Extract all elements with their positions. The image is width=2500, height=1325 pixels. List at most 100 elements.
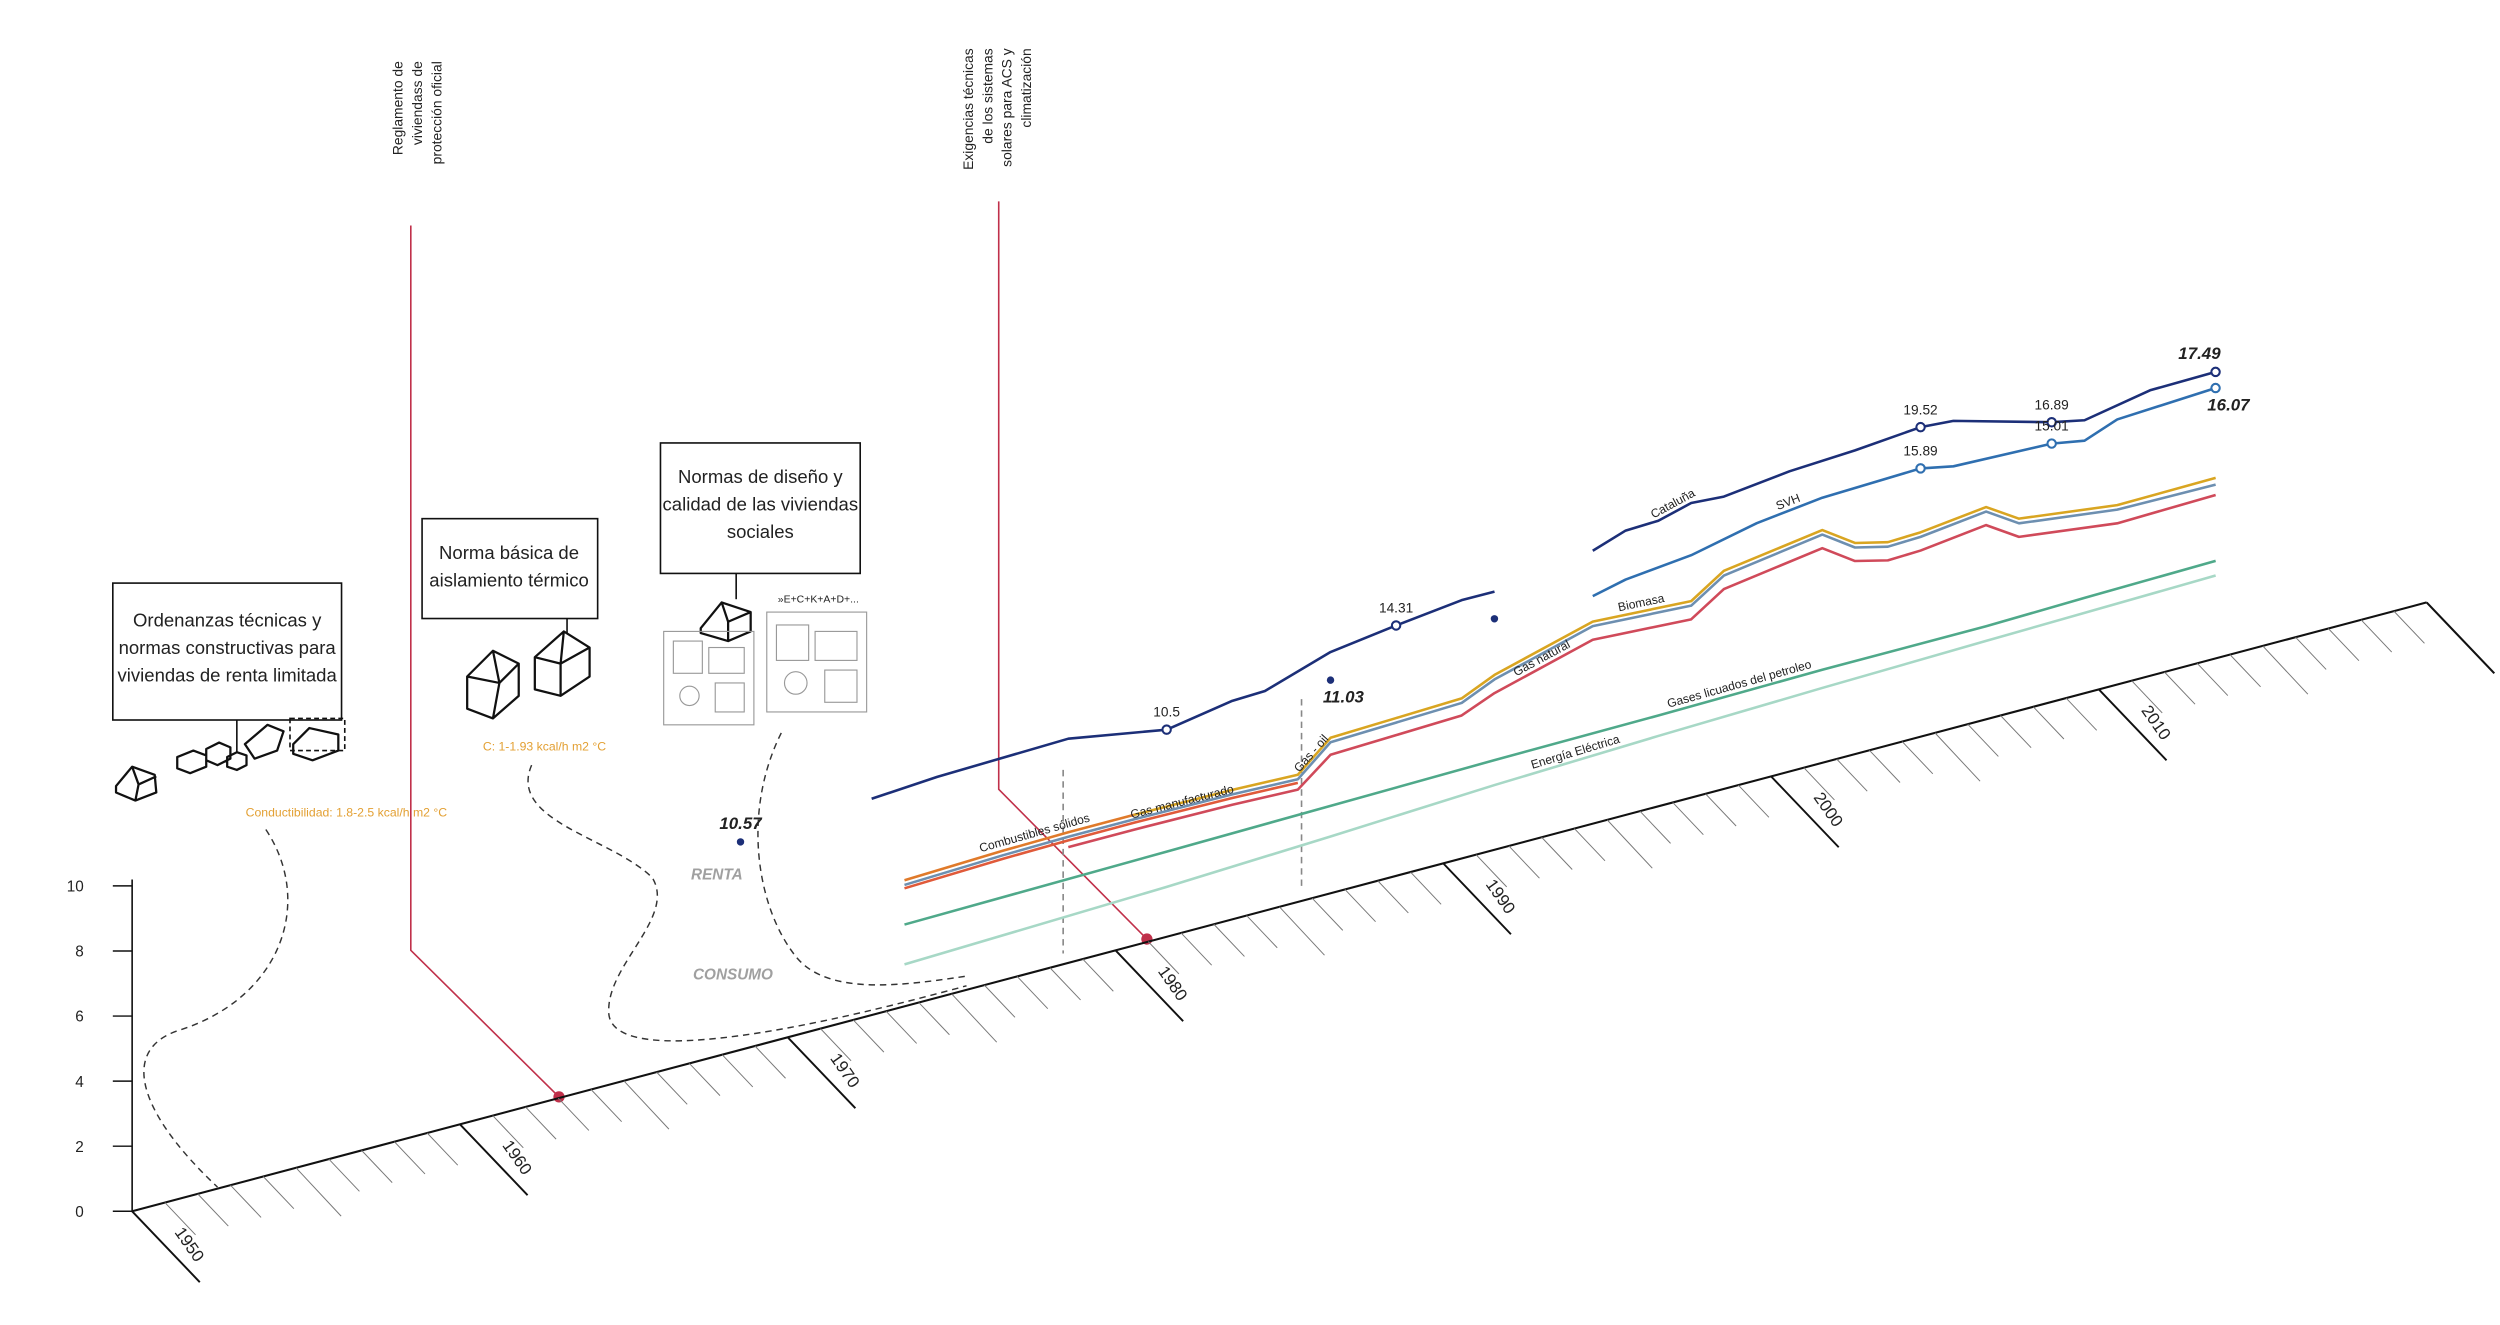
plane-label: CONSUMO <box>693 966 773 983</box>
minor-tick <box>820 1028 852 1062</box>
house-icon <box>699 601 752 643</box>
minor-tick <box>1016 976 1049 1009</box>
x-tick <box>1442 862 1512 935</box>
regulation-line-text: Reglamento de <box>390 61 406 155</box>
point <box>1326 676 1335 684</box>
minor-tick <box>1803 767 1835 801</box>
minor-tick <box>984 984 1016 1018</box>
note: Conductibilidad: 1.8-2.5 kcal/h m2 °C <box>246 806 448 820</box>
plane-label: RENTA <box>691 866 743 883</box>
minor-tick <box>164 1202 196 1236</box>
regulation-line <box>409 225 560 1098</box>
y-tick-label: 0 <box>75 1204 84 1221</box>
minor-tick <box>1574 828 1606 862</box>
minor-tick <box>1377 880 1409 914</box>
x-tick-label: 1970 <box>826 1050 863 1092</box>
minor-tick <box>2229 654 2261 688</box>
minor-tick <box>1475 854 1508 888</box>
point <box>1490 615 1499 623</box>
minor-tick <box>689 1063 721 1096</box>
point-marker <box>2046 438 2057 449</box>
minor-tick <box>951 993 998 1043</box>
box-text: Norma básica de <box>439 542 579 563</box>
minor-tick <box>1344 889 1376 923</box>
point-marker <box>1915 421 1926 433</box>
minor-tick <box>1967 723 1999 757</box>
point-marker <box>1161 724 1172 735</box>
point-marker <box>2210 382 2221 394</box>
house-icon <box>114 765 158 802</box>
formula: »E+C+K+A+D+... <box>778 594 859 605</box>
box-text: Ordenanzas técnicas y <box>133 610 322 631</box>
box-icon <box>176 741 248 775</box>
minor-tick <box>1508 845 1540 879</box>
minor-tick <box>295 1167 342 1217</box>
minor-tick <box>328 1158 360 1192</box>
x-tick-label: 2010 <box>2137 702 2174 744</box>
norm-box: Norma básica de aislamiento térmico <box>421 517 599 648</box>
icons <box>114 601 868 802</box>
minor-tick <box>1147 941 1180 975</box>
minor-tick <box>2196 662 2229 696</box>
series-label: Gas - oil <box>1291 732 1331 775</box>
floor-plan <box>663 611 868 726</box>
series-line <box>904 813 1135 882</box>
minor-tick <box>394 1141 426 1175</box>
minor-tick <box>852 1019 885 1053</box>
value-label: 10.57 <box>719 814 763 833</box>
house-icon <box>243 723 285 760</box>
y-tick-label: 8 <box>75 944 84 961</box>
series-line <box>904 483 2216 887</box>
box-frame <box>421 517 599 620</box>
y-tick-label: 6 <box>75 1009 84 1026</box>
series-line <box>1067 493 2216 849</box>
minor-tick <box>492 1115 524 1149</box>
value-label: 17.49 <box>2178 344 2221 363</box>
minor-tick <box>2164 671 2196 705</box>
box-text: aislamiento térmico <box>429 569 589 590</box>
minor-tick <box>918 1002 950 1036</box>
regulation-label: Reglamento de viviendass de protección o… <box>390 61 445 164</box>
house-icon <box>533 630 591 697</box>
minor-tick <box>2360 619 2393 653</box>
minor-tick <box>1082 958 1114 992</box>
minor-tick <box>1541 836 1573 870</box>
minor-tick <box>1213 923 1245 957</box>
minor-tick <box>590 1089 622 1123</box>
minor-tick <box>1737 784 1770 818</box>
regulation-line-text: solares para ACS y <box>999 48 1015 167</box>
series-line <box>904 781 1299 890</box>
minor-tick <box>1705 793 1737 827</box>
series-line <box>871 370 2216 800</box>
minor-tick <box>197 1193 229 1227</box>
regulation-line-text: de los sistemas <box>979 48 995 143</box>
minor-tick <box>1606 819 1653 869</box>
series-line <box>904 574 2216 966</box>
minor-tick <box>1901 741 1934 775</box>
dashed-outline <box>289 717 346 752</box>
point <box>736 838 745 846</box>
minor-tick <box>230 1184 262 1218</box>
minor-tick <box>656 1071 688 1105</box>
box-text: Normas de diseño y <box>678 466 843 487</box>
series-line <box>1133 476 2216 817</box>
minor-tick <box>1410 871 1442 905</box>
value-label: 14.31 <box>1379 601 1413 616</box>
minor-tick <box>1246 915 1278 949</box>
minor-tick <box>2262 645 2309 695</box>
box-text: calidad de las viviendas <box>663 494 859 515</box>
connector <box>143 829 289 1188</box>
point-marker <box>2046 416 2057 428</box>
box-frame <box>659 442 862 575</box>
connector <box>757 732 967 986</box>
minor-tick <box>1311 897 1344 931</box>
value-label: 15.01 <box>2035 419 2069 434</box>
x-tick-label: 1990 <box>1482 876 1519 918</box>
minor-tick <box>2327 628 2360 662</box>
norm-box: Normas de diseño y calidad de las vivien… <box>659 442 862 600</box>
x-tick <box>131 1210 201 1283</box>
regulation-line-text: Exigencias técnicas <box>960 48 976 170</box>
minor-tick <box>1639 810 1671 844</box>
x-tick-label: 1960 <box>499 1137 536 1179</box>
